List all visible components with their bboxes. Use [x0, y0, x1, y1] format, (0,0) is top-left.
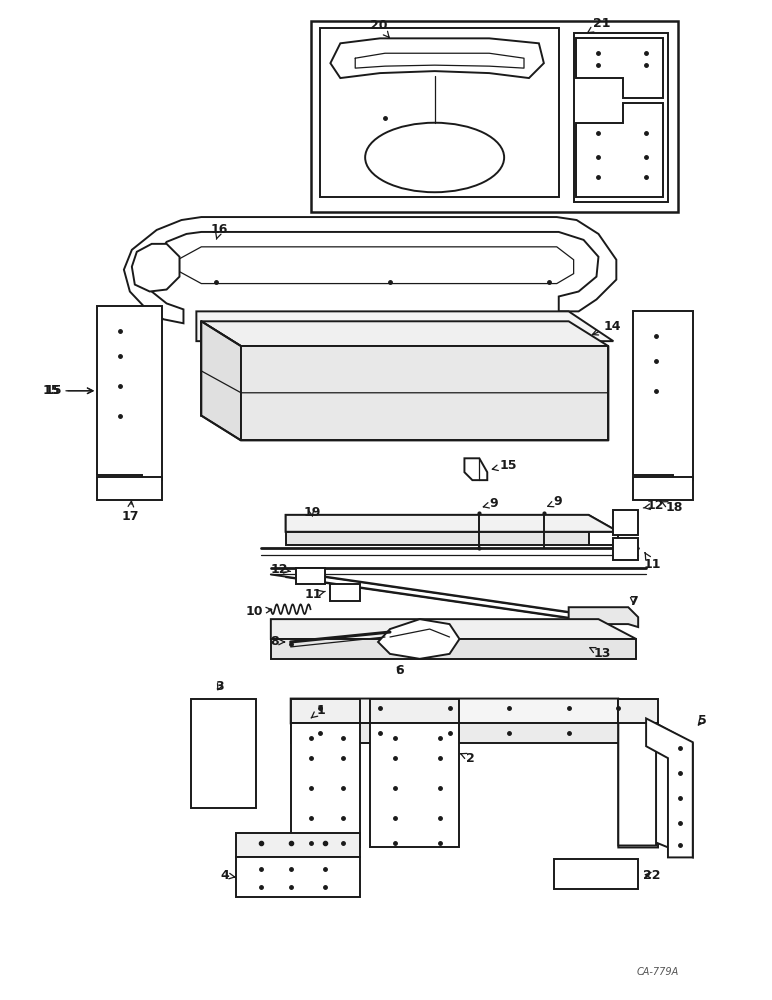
- Polygon shape: [656, 723, 692, 857]
- Polygon shape: [330, 38, 543, 78]
- Polygon shape: [286, 532, 588, 545]
- Polygon shape: [370, 699, 459, 723]
- Polygon shape: [201, 321, 608, 346]
- Polygon shape: [236, 857, 361, 897]
- Polygon shape: [291, 723, 361, 847]
- Polygon shape: [554, 859, 638, 889]
- Polygon shape: [618, 699, 658, 723]
- Polygon shape: [618, 699, 658, 847]
- Text: 19: 19: [303, 506, 320, 519]
- Polygon shape: [291, 699, 361, 723]
- Polygon shape: [191, 699, 256, 808]
- Polygon shape: [633, 477, 692, 500]
- Text: 21: 21: [587, 17, 611, 33]
- Polygon shape: [646, 718, 692, 857]
- Polygon shape: [370, 723, 459, 847]
- Text: 12: 12: [643, 499, 664, 512]
- Text: 22: 22: [643, 869, 661, 882]
- Polygon shape: [576, 38, 663, 98]
- Polygon shape: [310, 21, 678, 212]
- Polygon shape: [370, 520, 469, 528]
- Polygon shape: [576, 103, 663, 197]
- Text: 18: 18: [661, 501, 683, 514]
- Polygon shape: [97, 306, 161, 480]
- Polygon shape: [201, 321, 241, 440]
- Polygon shape: [320, 28, 559, 197]
- Text: 11: 11: [643, 553, 661, 571]
- Polygon shape: [241, 346, 608, 440]
- Text: 13: 13: [590, 647, 611, 660]
- Text: CA-779A: CA-779A: [637, 967, 679, 977]
- Polygon shape: [291, 723, 658, 743]
- Text: 5: 5: [698, 714, 706, 727]
- Text: 17: 17: [121, 501, 139, 523]
- Text: 4: 4: [220, 869, 235, 882]
- Polygon shape: [378, 619, 459, 659]
- Polygon shape: [330, 584, 361, 601]
- Text: 8: 8: [270, 635, 285, 648]
- Text: 16: 16: [211, 223, 229, 239]
- Text: 9: 9: [547, 495, 563, 508]
- Text: 15: 15: [45, 384, 93, 397]
- Text: 15: 15: [43, 384, 93, 397]
- Text: 15: 15: [493, 459, 516, 472]
- Text: 12: 12: [270, 563, 290, 576]
- Text: 11: 11: [305, 588, 325, 601]
- Polygon shape: [286, 515, 618, 532]
- Text: 10: 10: [245, 605, 272, 618]
- Polygon shape: [196, 311, 613, 341]
- Polygon shape: [132, 244, 180, 292]
- Polygon shape: [613, 510, 638, 535]
- Polygon shape: [613, 538, 638, 560]
- Polygon shape: [124, 217, 616, 323]
- Polygon shape: [574, 33, 668, 202]
- Polygon shape: [271, 619, 636, 639]
- Text: 9: 9: [483, 497, 498, 510]
- Polygon shape: [97, 477, 161, 500]
- Polygon shape: [465, 458, 487, 480]
- Text: 7: 7: [629, 595, 638, 608]
- Polygon shape: [618, 699, 656, 845]
- Polygon shape: [271, 639, 636, 659]
- Polygon shape: [236, 833, 361, 857]
- Text: 2: 2: [461, 752, 476, 765]
- Text: 1: 1: [311, 704, 325, 718]
- Text: 3: 3: [215, 680, 224, 693]
- Polygon shape: [291, 699, 658, 723]
- Polygon shape: [180, 247, 574, 284]
- Text: 6: 6: [395, 664, 405, 677]
- Polygon shape: [296, 568, 326, 584]
- Polygon shape: [286, 515, 618, 532]
- Text: 20: 20: [370, 19, 389, 37]
- Polygon shape: [633, 311, 692, 480]
- Polygon shape: [569, 607, 638, 627]
- Text: 14: 14: [592, 320, 621, 335]
